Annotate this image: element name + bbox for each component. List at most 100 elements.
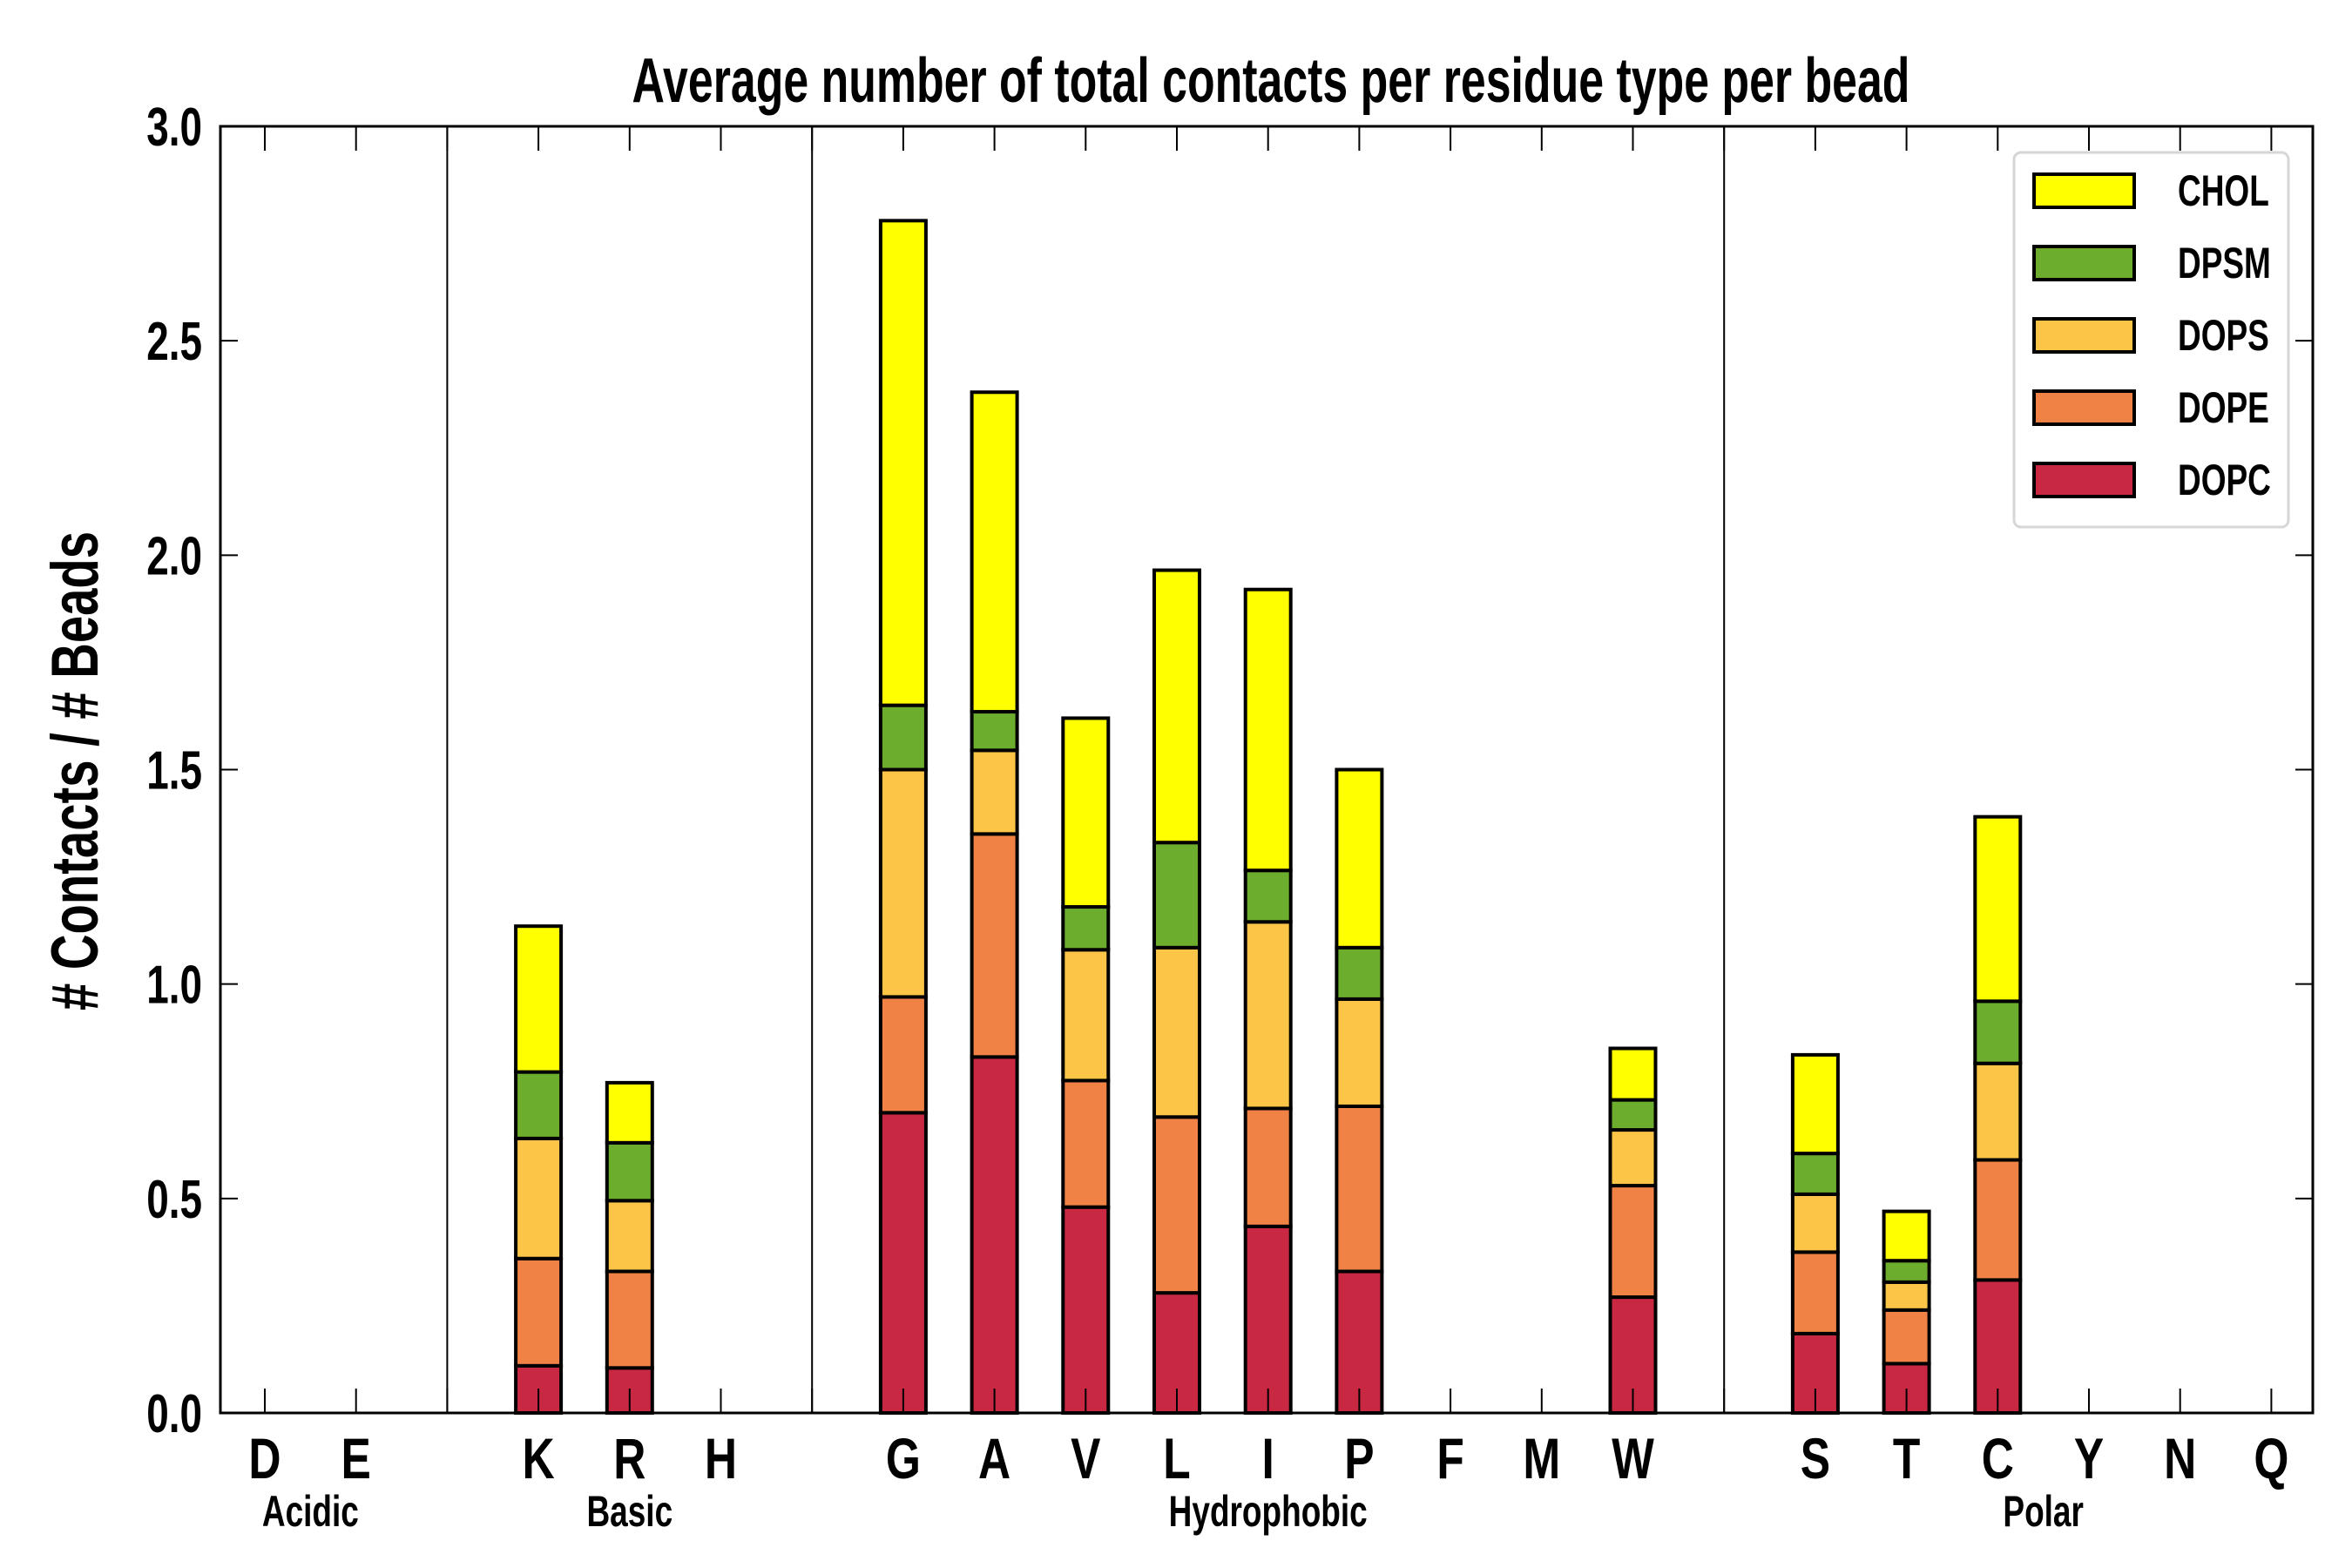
bar-segment-dope xyxy=(1243,1106,1293,1228)
bar-stack-W xyxy=(1608,1046,1658,1415)
bar-segment-dops xyxy=(605,1199,654,1274)
bar-stack-K xyxy=(514,924,564,1416)
bar-stack-P xyxy=(1335,767,1384,1416)
group-label-basic: Basic xyxy=(586,1488,672,1537)
legend-item-dpsm: DPSM xyxy=(2032,240,2271,287)
bar-segment-dpsm xyxy=(1152,841,1201,950)
bar-segment-dpsm xyxy=(1973,999,2023,1065)
bar-stack-L xyxy=(1152,568,1201,1415)
bar-segment-dpsm xyxy=(878,703,928,772)
bar-segment-dopc xyxy=(970,1055,1019,1415)
bar-segment-dope xyxy=(1335,1104,1384,1274)
axes: 0.0 0.5 1.0 1.5 2.0 2.5 3.0 D E K R H G A V L I P F M W S T C Y N… xyxy=(146,97,2315,1537)
legend-label: DOPS xyxy=(2178,312,2269,361)
bar-segment-chol xyxy=(1152,568,1201,845)
x-tick-label: D xyxy=(248,1426,280,1491)
y-tick-label: 3.0 xyxy=(146,97,202,157)
x-tick-label: G xyxy=(886,1426,921,1491)
x-tick-label: V xyxy=(1071,1426,1101,1491)
x-tick-label: R xyxy=(613,1426,645,1491)
legend-item-chol: CHOL xyxy=(2032,167,2269,216)
group-label-acidic: Acidic xyxy=(262,1488,359,1537)
y-tick-label: 0.0 xyxy=(146,1383,202,1443)
legend-swatch xyxy=(2032,172,2136,209)
x-tick-label: N xyxy=(2164,1426,2196,1491)
bar-segment-chol xyxy=(1243,587,1293,873)
bar-segment-dops xyxy=(1608,1128,1658,1188)
bar-segment-dops xyxy=(514,1136,564,1260)
bar-segment-chol xyxy=(1061,716,1111,909)
legend-label: CHOL xyxy=(2178,167,2269,216)
plot-area xyxy=(446,126,1726,1413)
bar-stack-G xyxy=(878,219,928,1416)
legend-swatch xyxy=(2032,462,2136,498)
bar-segment-dope xyxy=(878,995,928,1115)
x-tick-label: Q xyxy=(2254,1426,2288,1491)
y-tick-label: 1.0 xyxy=(146,955,202,1015)
y-tick-label: 1.5 xyxy=(146,740,202,801)
x-tick-label: F xyxy=(1436,1426,1463,1491)
legend-swatch xyxy=(2032,245,2136,281)
group-label-hydrophobic: Hydrophobic xyxy=(1169,1488,1368,1537)
bar-segment-chol xyxy=(1790,1052,1840,1156)
bar-stack-C xyxy=(1973,814,2023,1416)
x-tick-label: L xyxy=(1163,1426,1190,1491)
bar-segment-dpsm xyxy=(514,1070,564,1140)
legend: CHOL DPSM DOPS DOPE DOPC xyxy=(2012,151,2290,529)
legend-swatch xyxy=(2032,317,2136,354)
legend-label: DOPE xyxy=(2178,384,2269,433)
x-tick-label: C xyxy=(1982,1426,2014,1491)
x-tick-label: P xyxy=(1344,1426,1374,1491)
bar-segment-dpsm xyxy=(1790,1152,1840,1196)
bar-stack-S xyxy=(1790,1052,1840,1415)
bar-segment-dops xyxy=(878,767,928,999)
bars xyxy=(242,219,2295,1416)
bar-segment-dope xyxy=(605,1269,654,1370)
x-tick-label: I xyxy=(1262,1426,1274,1491)
bar-segment-dopc xyxy=(1243,1224,1293,1415)
bar-segment-dops xyxy=(1882,1280,1931,1312)
bar-segment-dpsm xyxy=(970,710,1019,753)
bar-segment-dope xyxy=(970,832,1019,1059)
legend-label: DOPC xyxy=(2178,456,2271,505)
y-tick-label: 0.5 xyxy=(146,1169,202,1229)
y-tick-label: 2.0 xyxy=(146,526,202,586)
bar-stack-I xyxy=(1243,587,1293,1415)
bar-segment-chol xyxy=(605,1080,654,1145)
bar-segment-dops xyxy=(1790,1192,1840,1254)
bar-segment-dpsm xyxy=(605,1140,654,1203)
bar-segment-dope xyxy=(514,1256,564,1368)
bar-segment-dope xyxy=(1152,1115,1201,1295)
bar-segment-dops xyxy=(1243,920,1293,1111)
legend-item-dope: DOPE xyxy=(2032,384,2269,433)
bar-stack-A xyxy=(970,390,1019,1415)
bar-segment-dope xyxy=(1608,1184,1658,1300)
bar-segment-dope xyxy=(1973,1158,2023,1282)
x-tick-label: S xyxy=(1801,1426,1830,1491)
bar-segment-dops xyxy=(1973,1061,2023,1162)
bar-segment-dope xyxy=(1882,1308,1931,1366)
bar-segment-dpsm xyxy=(1882,1259,1931,1284)
x-tick-label: M xyxy=(1523,1426,1560,1491)
bar-segment-chol xyxy=(878,219,928,707)
x-tick-label: W xyxy=(1612,1426,1654,1491)
group-label-polar: Polar xyxy=(2003,1488,2084,1537)
bar-segment-dpsm xyxy=(1061,905,1111,952)
bar-segment-chol xyxy=(1335,767,1384,950)
bar-segment-dpsm xyxy=(1335,945,1384,1001)
bar-segment-dope xyxy=(1790,1250,1840,1335)
bar-segment-chol xyxy=(1608,1046,1658,1102)
bar-segment-dopc xyxy=(1061,1205,1111,1416)
x-tick-label: H xyxy=(705,1426,737,1491)
bar-segment-chol xyxy=(1882,1209,1931,1263)
bar-segment-dops xyxy=(1061,948,1111,1083)
bar-segment-dpsm xyxy=(1608,1098,1658,1132)
x-tick-label: Y xyxy=(2074,1426,2104,1491)
x-tick-label: K xyxy=(523,1426,555,1491)
bar-segment-dops xyxy=(1335,997,1384,1108)
x-tick-label: T xyxy=(1893,1426,1920,1491)
bar-segment-dpsm xyxy=(1243,868,1293,924)
y-tick-label: 2.5 xyxy=(146,311,202,371)
x-tick-label: E xyxy=(341,1426,371,1491)
